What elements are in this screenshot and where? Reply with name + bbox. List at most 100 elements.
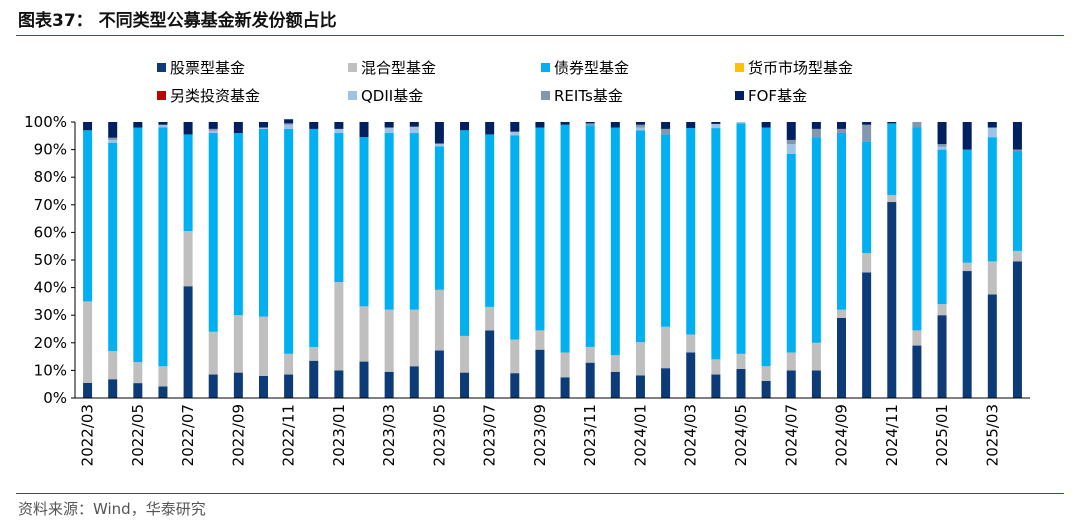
bar-segment	[761, 366, 771, 381]
bar-segment	[233, 315, 243, 373]
x-tick-label: 2022/07	[179, 404, 197, 466]
y-tick-label: 40%	[34, 279, 67, 297]
bar-segment	[359, 361, 369, 398]
bar-segment	[635, 127, 645, 131]
bar-segment	[786, 153, 796, 353]
bar-segment	[661, 128, 671, 135]
bar-segment	[811, 128, 821, 138]
bar-segment	[1012, 150, 1022, 251]
legend-label: QDII基金	[361, 87, 423, 105]
bar-segment	[83, 382, 93, 398]
bar-segment	[233, 122, 243, 134]
bar-segment	[887, 122, 897, 124]
x-tick-label: 2022/09	[229, 404, 247, 466]
bar-segment	[837, 128, 847, 134]
y-tick-label: 90%	[34, 141, 67, 159]
bar-segment	[1012, 261, 1022, 398]
bar-segment	[661, 326, 671, 369]
bar-segment	[133, 127, 143, 363]
bar-segment	[811, 122, 821, 129]
bar-segment	[510, 122, 520, 132]
bar-segment	[962, 149, 972, 263]
title-divider	[16, 35, 1064, 36]
bar-segment	[560, 122, 570, 125]
footer-divider	[16, 493, 1064, 494]
x-tick-label: 2025/03	[983, 404, 1001, 466]
bar-segment	[937, 144, 947, 147]
bar-segment	[384, 122, 394, 128]
bar-segment	[535, 330, 545, 350]
bar-segment	[434, 289, 444, 351]
bar-segment	[485, 122, 495, 135]
bar-segment	[409, 122, 419, 127]
legend-swatch	[157, 63, 166, 72]
bar-segment	[208, 374, 218, 398]
source-note: 资料来源：Wind，华泰研究	[18, 500, 206, 518]
bar-segment	[409, 366, 419, 398]
bar-segment	[158, 127, 168, 367]
x-tick-label: 2024/03	[682, 404, 700, 466]
bar-segment	[334, 282, 344, 371]
bar-segment	[384, 127, 394, 134]
bar-segment	[485, 134, 495, 307]
bar-segment	[284, 128, 294, 354]
x-tick-label: 2024/11	[883, 404, 901, 466]
bar-segment	[460, 122, 470, 131]
bar-segment	[83, 130, 93, 302]
bar-segment	[736, 353, 746, 370]
y-tick-label: 30%	[34, 306, 67, 324]
x-tick-label: 2022/11	[280, 404, 298, 466]
bar-segment	[862, 124, 872, 142]
legend-label: REITs基金	[554, 87, 623, 105]
bar-segment	[1012, 250, 1022, 262]
bar-segment	[786, 144, 796, 154]
bar-segment	[937, 146, 947, 150]
bar-segment	[887, 123, 897, 196]
bar-segment	[912, 345, 922, 398]
bar-segment	[409, 126, 419, 134]
legend-swatch	[348, 63, 357, 72]
bar-segment	[811, 342, 821, 371]
y-tick-label: 20%	[34, 334, 67, 352]
bar-segment	[610, 355, 620, 372]
bar-segment	[233, 133, 243, 316]
bar-segment	[585, 122, 595, 124]
legend-label: 债券型基金	[554, 59, 629, 77]
bar-segment	[937, 315, 947, 398]
bar-segment	[183, 231, 193, 287]
bar-segment	[635, 342, 645, 376]
bar-segment	[334, 128, 344, 134]
bar-segment	[284, 123, 294, 125]
bar-segment	[912, 127, 922, 331]
bar-segment	[736, 123, 746, 354]
legend-swatch	[541, 91, 550, 100]
x-tick-label: 2024/07	[782, 404, 800, 466]
bar-segment	[661, 368, 671, 398]
bar-segment	[761, 122, 771, 128]
bar-segment	[183, 134, 193, 232]
bar-segment	[434, 122, 444, 144]
bar-segment	[359, 122, 369, 138]
y-tick-label: 80%	[34, 168, 67, 186]
legend-label: 另类投资基金	[170, 87, 260, 105]
y-tick-label: 70%	[34, 196, 67, 214]
bar-segment	[686, 122, 696, 129]
bar-segment	[258, 127, 268, 129]
y-axis: 0% 10% 20% 30% 40% 50% 60% 70% 80% 90% 100%	[24, 113, 76, 407]
bar-segment	[258, 122, 268, 128]
bar-segment	[158, 122, 168, 125]
x-tick-label: 2023/03	[380, 404, 398, 466]
bar-segment	[610, 122, 620, 128]
bar-segment	[409, 309, 419, 367]
bar-segment	[158, 124, 168, 128]
bar-segment	[962, 262, 972, 272]
bar-segment	[485, 330, 495, 398]
y-tick-label: 100%	[24, 113, 67, 131]
bar-segment	[208, 133, 218, 332]
bar-segment	[284, 119, 294, 124]
bar-segment	[711, 359, 721, 375]
bar-segment	[761, 380, 771, 398]
x-tick-label: 2023/05	[430, 404, 448, 466]
figure-title: 图表37： 不同类型公募基金新发份额占比	[18, 11, 337, 31]
bar-segment	[610, 371, 620, 398]
